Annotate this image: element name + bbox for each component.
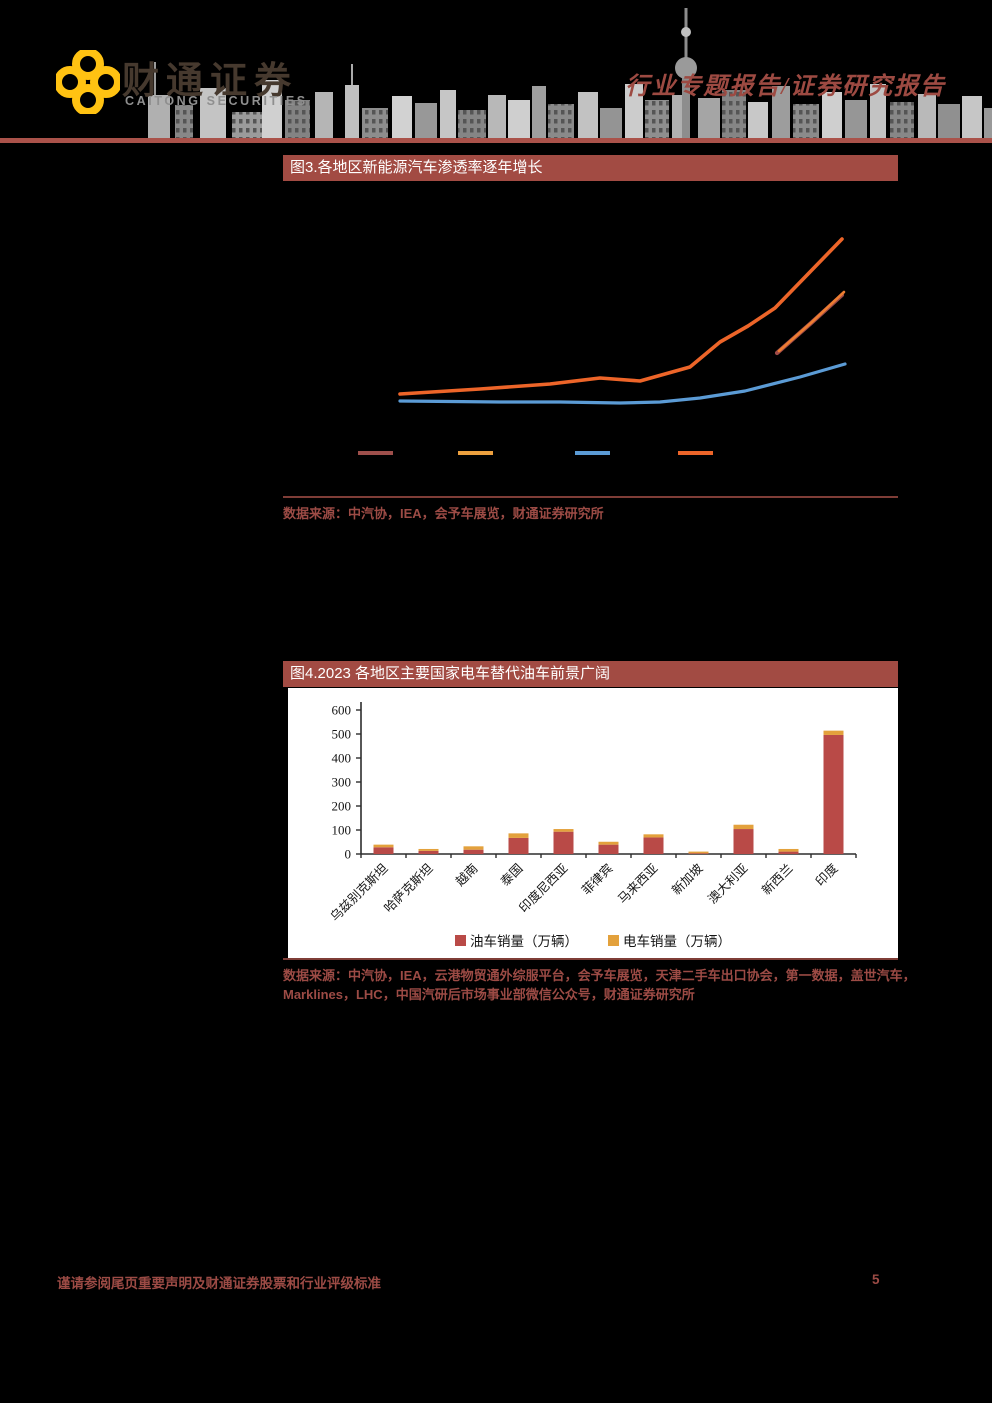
svg-text:300: 300 bbox=[332, 775, 352, 790]
oil-legend-label: 油车销量（万辆） bbox=[470, 934, 578, 949]
figure4-bar-chart: 0 100 200 300 400 500 600 乌兹别克斯坦哈萨克斯坦 越南 泰国印度尼西亚菲… bbox=[327, 702, 857, 925]
svg-text:600: 600 bbox=[332, 703, 352, 718]
legend-item-oil: 油车销量（万辆） bbox=[455, 930, 578, 950]
svg-text:越南: 越南 bbox=[452, 861, 480, 889]
svg-text:澳大利亚: 澳大利亚 bbox=[705, 861, 750, 906]
svg-text:0: 0 bbox=[345, 847, 352, 862]
brand-name-english: CAITONG SECURITIES bbox=[125, 94, 308, 108]
svg-text:100: 100 bbox=[332, 823, 352, 838]
svg-text:新加坡: 新加坡 bbox=[668, 860, 705, 897]
caitong-logo-icon bbox=[56, 50, 120, 114]
svg-text:400: 400 bbox=[332, 751, 352, 766]
figure3-title: 图3.各地区新能源汽车渗透率逐年增长 bbox=[283, 155, 898, 181]
brand-name-chinese: 财通证券 bbox=[122, 60, 298, 101]
svg-text:菲律宾: 菲律宾 bbox=[578, 861, 615, 898]
oil-legend-swatch bbox=[455, 934, 466, 946]
figure3-bottom-border bbox=[283, 496, 898, 498]
figure4-legend: 油车销量（万辆） 电车销量（万辆） bbox=[288, 930, 898, 950]
figure4-title: 图4.2023 各地区主要国家电车替代油车前景广阔 bbox=[283, 661, 898, 687]
svg-text:乌兹别克斯坦: 乌兹别克斯坦 bbox=[327, 861, 391, 925]
svg-text:印度: 印度 bbox=[812, 860, 841, 889]
svg-text:新西兰: 新西兰 bbox=[758, 861, 795, 898]
figure3-line-chart bbox=[358, 237, 847, 455]
figure4-chart-card: 0 100 200 300 400 500 600 乌兹别克斯坦 哈萨克斯坦 越南 泰国 印度尼西亚菲… bbox=[288, 688, 898, 958]
svg-text:马来西亚: 马来西亚 bbox=[615, 861, 660, 906]
figure4-source-line2: Marklines，LHC，中国汽研后市场事业部微信公众号，财通证券研究所 bbox=[283, 987, 695, 1002]
ev-legend-swatch bbox=[608, 934, 619, 946]
svg-text:500: 500 bbox=[332, 727, 352, 742]
skyline-graphic bbox=[148, 8, 992, 138]
svg-text:印度尼西亚: 印度尼西亚 bbox=[516, 861, 571, 916]
footer-page-number: 5 bbox=[872, 1272, 880, 1287]
figure4-source-line1: 数据来源：中汽协，IEA，云港物贸通外综服平台，会予车展览，天津二手车出口协会，… bbox=[283, 968, 916, 983]
header-divider bbox=[0, 138, 992, 143]
ev-legend-label: 电车销量（万辆） bbox=[623, 934, 731, 949]
svg-text:泰国: 泰国 bbox=[498, 861, 526, 889]
svg-text:哈萨克斯坦: 哈萨克斯坦 bbox=[382, 861, 436, 915]
svg-text:200: 200 bbox=[332, 799, 352, 814]
figure3-source-note: 数据来源：中汽协，IEA，会予车展览，财通证券研究所 bbox=[283, 506, 604, 521]
figure4-source-note: 数据来源：中汽协，IEA，云港物贸通外综服平台，会予车展览，天津二手车出口协会，… bbox=[283, 966, 931, 1004]
legend-item-ev: 电车销量（万辆） bbox=[608, 930, 731, 950]
figure4-bottom-border bbox=[283, 958, 898, 960]
report-type-label: 行业专题报告/证券研究报告 bbox=[625, 74, 946, 100]
footer-disclaimer: 谨请参阅尾页重要声明及财通证券股票和行业评级标准 bbox=[57, 1276, 381, 1291]
